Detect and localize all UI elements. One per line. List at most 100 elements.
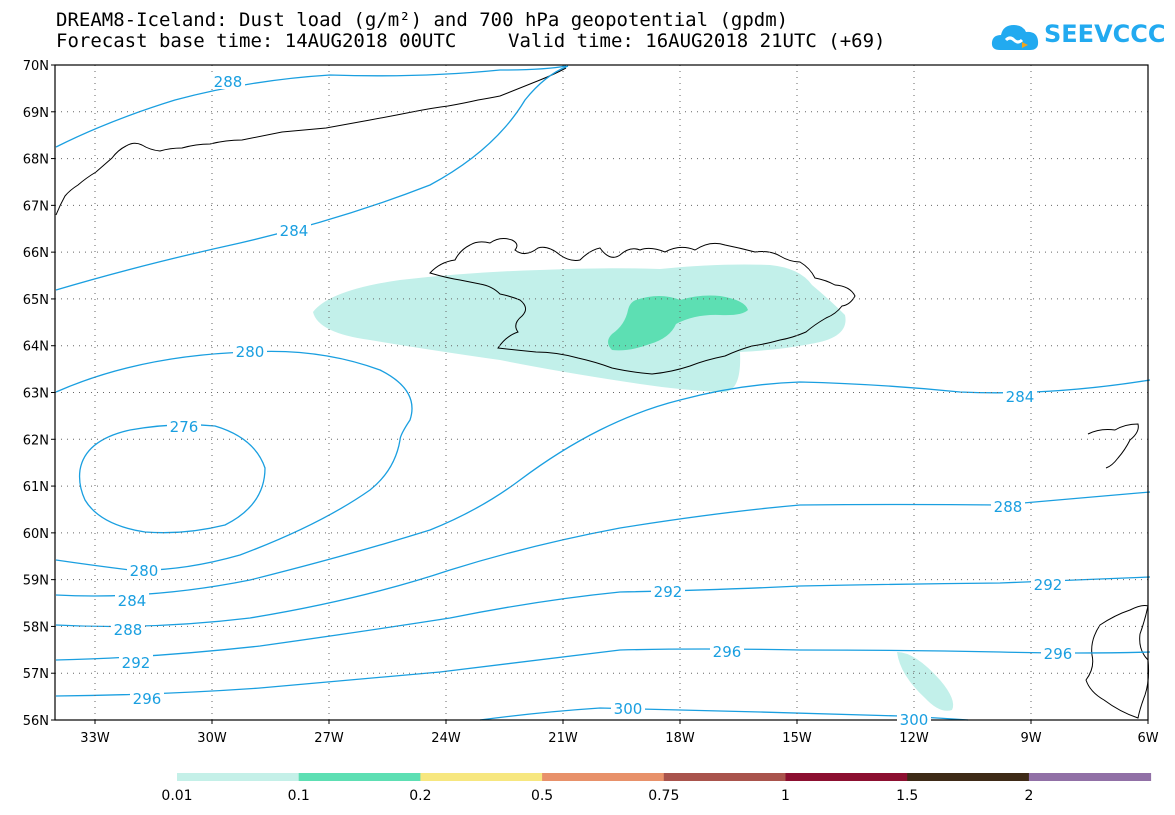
lon-label: 6W: [1137, 731, 1158, 746]
colorbar-box: [298, 773, 421, 781]
contour-label-bg: [130, 689, 164, 706]
lat-label: 63N: [23, 387, 49, 402]
coastline-greenland: [55, 67, 567, 216]
colorbar-label: 2: [1024, 788, 1033, 804]
lat-label: 62N: [23, 433, 49, 448]
dust-area-mid: [608, 295, 748, 351]
contour-label: 296: [713, 643, 742, 661]
lon-label: 12W: [899, 731, 929, 746]
lat-label: 65N: [23, 293, 49, 308]
contour-276: [78, 424, 266, 534]
contour-label-bg: [111, 620, 145, 637]
contour-284-mid: [55, 379, 1151, 597]
contour-label: 292: [122, 654, 151, 672]
valid-time: Valid time: 16AUG2018 21UTC (+69): [508, 30, 886, 52]
colorbar-labels: 0.01 0.1 0.2 0.5 0.75 1 1.5 2: [161, 788, 1033, 804]
contour-label: 280: [236, 343, 265, 361]
contour-label-bg: [991, 497, 1025, 514]
contour-label-bg: [167, 417, 201, 434]
dust-shading: [313, 264, 954, 711]
lon-label: 18W: [665, 731, 695, 746]
contour-label: 300: [900, 711, 929, 729]
lat-label: 58N: [23, 620, 49, 635]
contour-288-north: [55, 65, 567, 148]
contour-284-north: [55, 65, 569, 291]
colorbar-label: 1: [781, 788, 790, 804]
contour-label-bg: [115, 591, 149, 608]
lat-lon-grid: [55, 65, 1148, 720]
contour-label-bg: [277, 221, 311, 238]
contour-296: [55, 648, 1151, 697]
lat-label: 57N: [23, 667, 49, 682]
contour-292: [55, 576, 1151, 661]
latitude-labels: 70N 69N 68N 67N 66N 65N 64N 63N 62N 61N 60N 59N 58N 5…: [23, 59, 55, 729]
lon-label: 15W: [782, 731, 812, 746]
seevccc-logo: SEEVCCC: [990, 18, 1166, 58]
lon-label: 27W: [314, 731, 344, 746]
dust-area-south: [897, 652, 954, 711]
geopotential-contours: [55, 65, 1151, 721]
contour-labels: 288 284 280 276 284 288 280 284 288 292 292 292 296 2…: [111, 72, 1075, 729]
colorbar-box: [663, 773, 786, 781]
lon-label: 30W: [197, 731, 227, 746]
colorbar-box: [177, 773, 300, 781]
contour-label: 284: [280, 222, 309, 240]
map-title: DREAM8-Iceland: Dust load (g/m²) and 700…: [56, 9, 789, 31]
contour-label-bg: [1031, 575, 1065, 592]
lat-label: 68N: [23, 153, 49, 168]
lat-label: 67N: [23, 199, 49, 214]
contour-label: 288: [114, 621, 143, 639]
coastline-scotland-north: [1087, 423, 1139, 469]
coastline-scotland: [1085, 605, 1150, 719]
contour-label: 296: [1044, 645, 1073, 663]
colorbar-label: 0.2: [409, 788, 431, 804]
contour-label-bg: [233, 342, 267, 359]
lon-label: 24W: [431, 731, 461, 746]
contour-label: 288: [214, 73, 243, 91]
colorbar-label: 1.5: [896, 788, 918, 804]
contour-label: 296: [133, 690, 162, 708]
contour-label-bg: [127, 561, 161, 578]
lat-label: 60N: [23, 527, 49, 542]
lon-label: 21W: [548, 731, 578, 746]
lon-label: 33W: [80, 731, 110, 746]
colorbar-box: [907, 773, 1030, 781]
contour-label-bg: [897, 710, 931, 727]
forecast-base-time: Forecast base time: 14AUG2018 00UTC: [56, 30, 457, 52]
contour-label-bg: [710, 642, 744, 659]
lat-label: 56N: [23, 714, 49, 729]
colorbar-boxes: [177, 773, 1152, 781]
cloud-icon: [991, 25, 1039, 50]
lat-label: 61N: [23, 480, 49, 495]
colorbar-label: 0.01: [161, 788, 192, 804]
contour-label-bg: [211, 72, 245, 89]
colorbar-label: 0.1: [288, 788, 310, 804]
lat-label: 64N: [23, 340, 49, 355]
contour-label: 284: [118, 592, 147, 610]
contour-label: 292: [654, 583, 683, 601]
contour-label: 300: [614, 700, 643, 718]
lon-label: 9W: [1020, 731, 1041, 746]
colorbar-label: 0.5: [531, 788, 553, 804]
colorbar-box: [420, 773, 543, 781]
lat-label: 66N: [23, 246, 49, 261]
contour-label: 284: [1006, 388, 1035, 406]
colorbar-box: [542, 773, 665, 781]
lat-label: 69N: [23, 106, 49, 121]
lat-label: 70N: [23, 59, 49, 74]
contour-label-bg: [1003, 387, 1037, 404]
coastlines: [55, 67, 1150, 719]
contour-label-bg: [1041, 644, 1075, 661]
contour-label: 276: [170, 418, 199, 436]
contour-label: 288: [994, 498, 1023, 516]
colorbar-label: 0.75: [648, 788, 679, 804]
colorbar-box: [785, 773, 908, 781]
lat-label: 59N: [23, 574, 49, 589]
colorbar-box: [1028, 773, 1152, 781]
contour-label: 280: [130, 562, 159, 580]
contour-label: 292: [1034, 576, 1063, 594]
contour-label-bg: [119, 653, 153, 670]
contour-label-bg: [611, 699, 645, 716]
